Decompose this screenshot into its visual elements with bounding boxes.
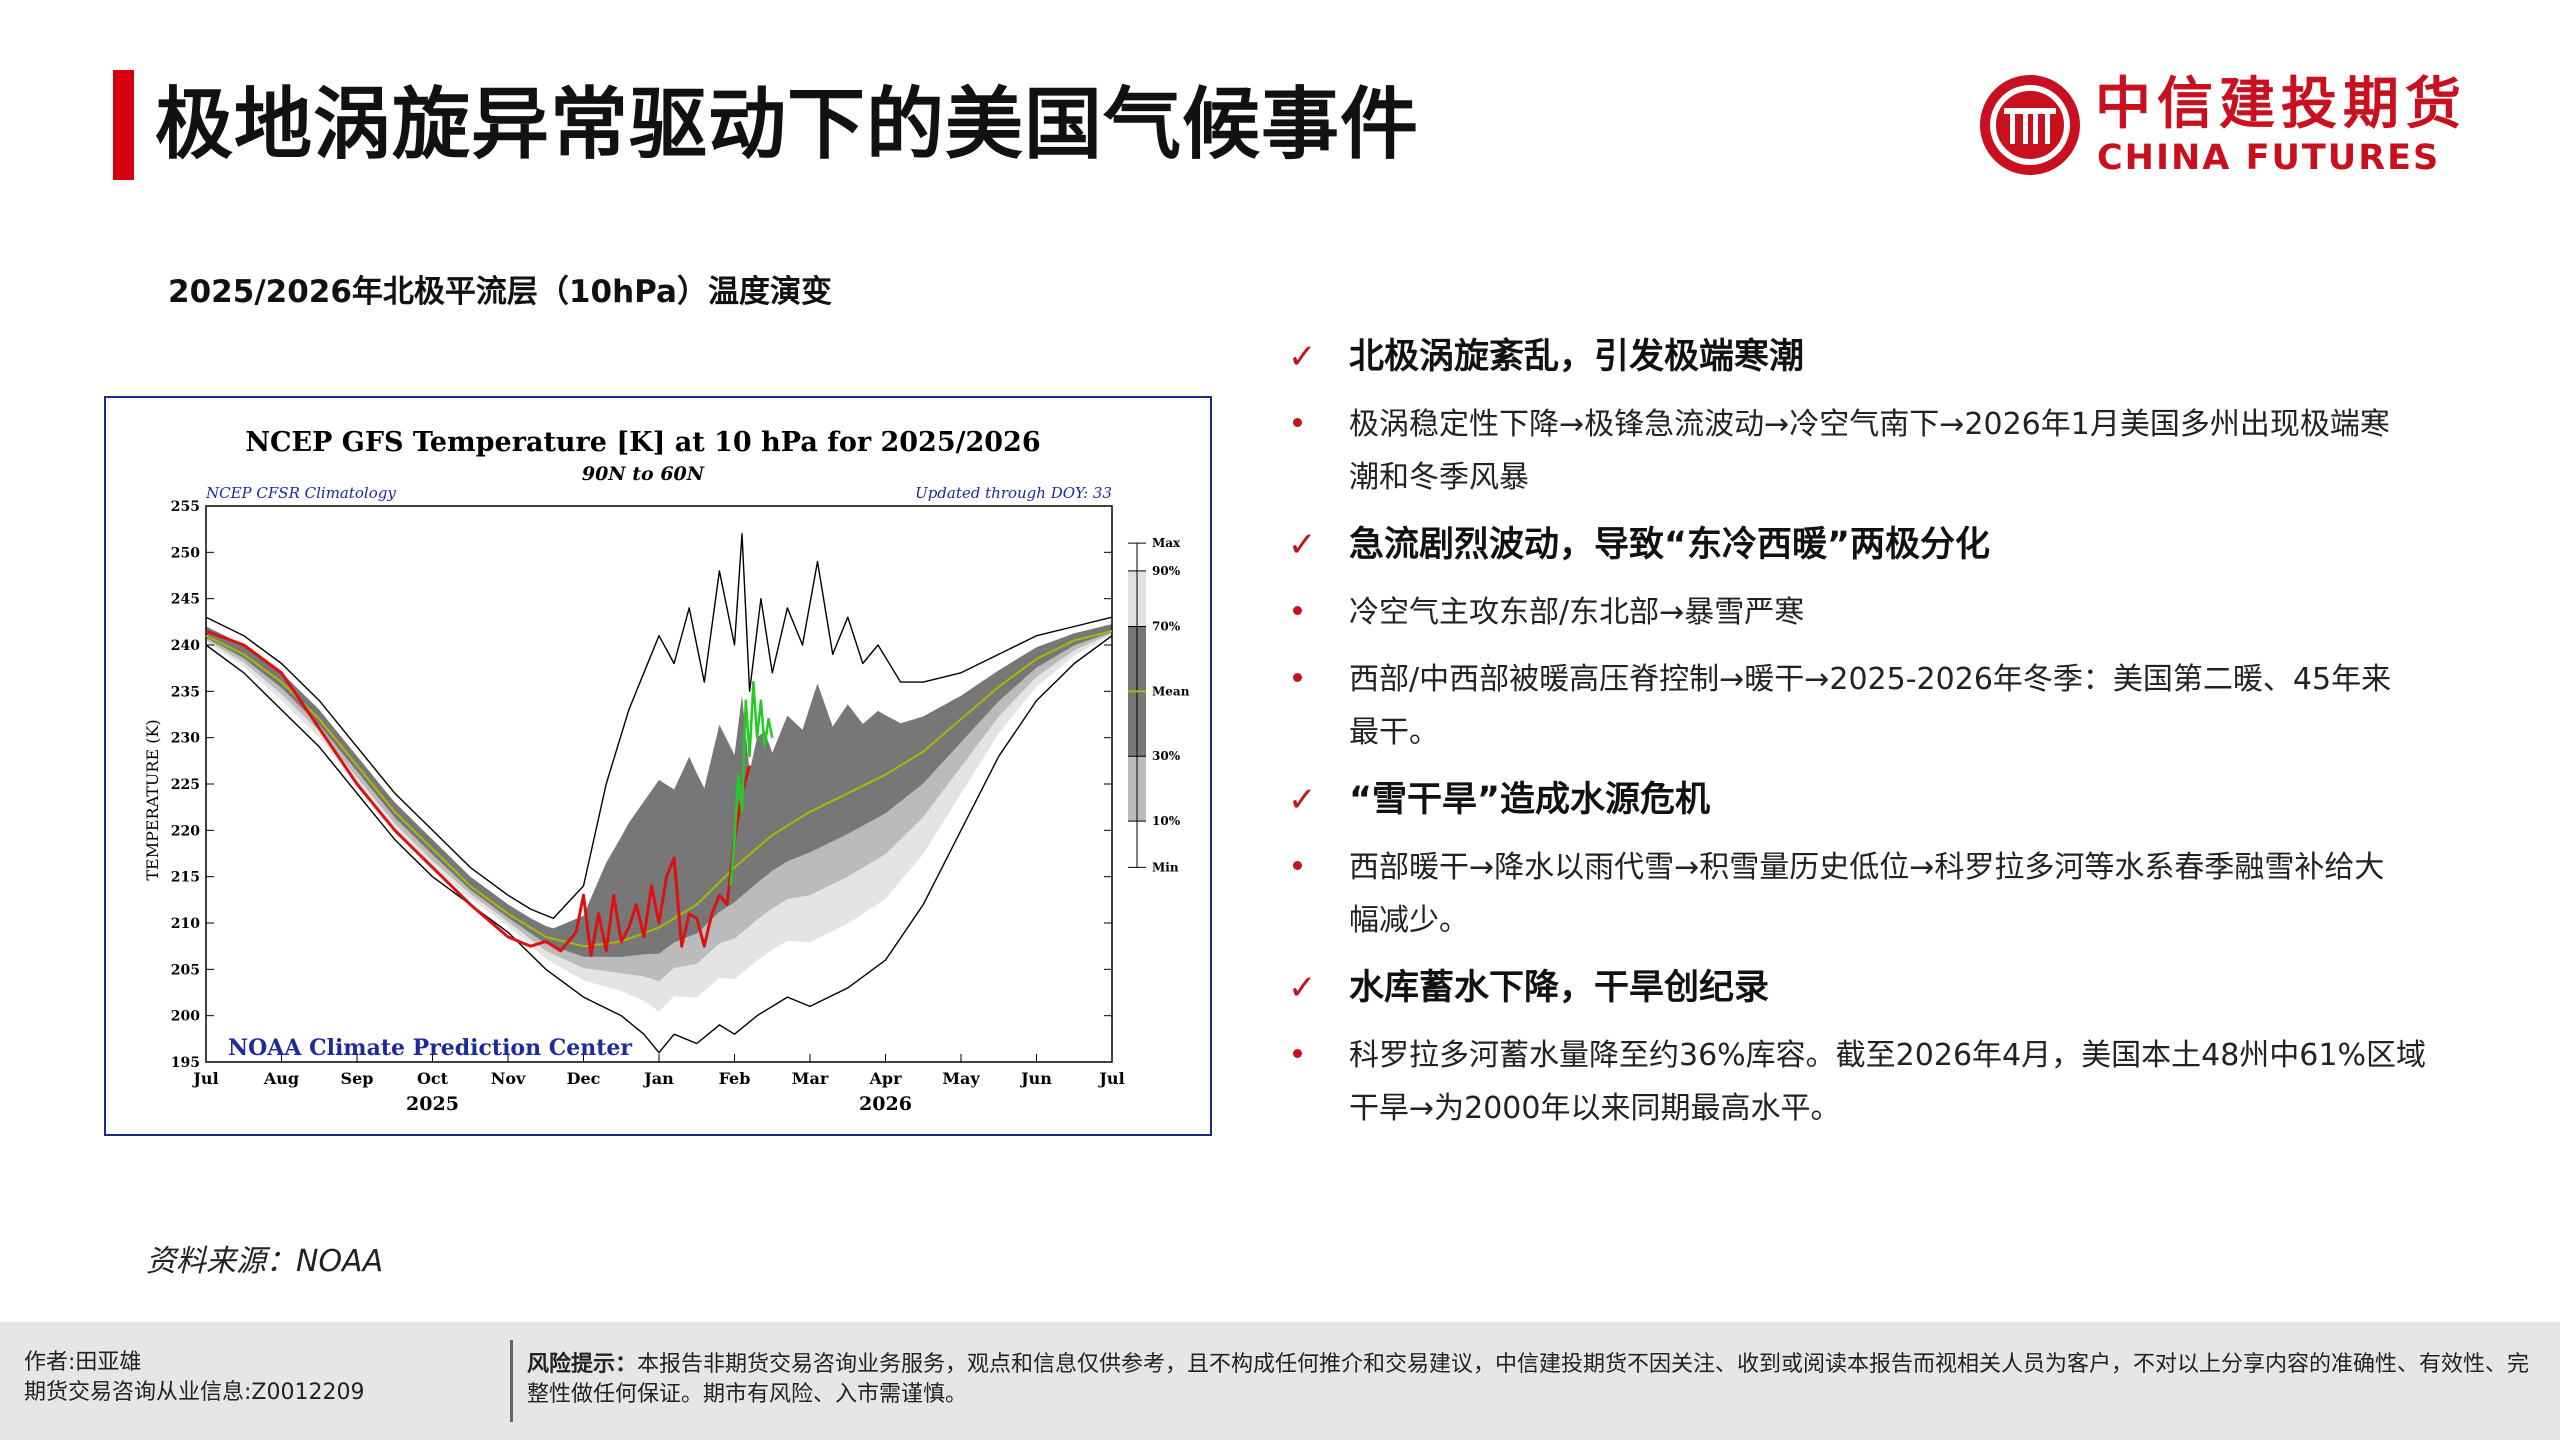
bullet-dot-icon [1293,606,1302,615]
chart-note-left: NCEP CFSR Climatology [205,484,396,502]
legend-label: 30% [1152,749,1181,763]
checkmark-icon: ✓ [1288,337,1317,377]
x-tick-label: Feb [719,1069,751,1088]
y-tick-label: 205 [171,962,200,978]
data-source: 资料来源：NOAA [146,1244,384,1279]
point-detail-line: 极涡稳定性下降→极锋急流波动→冷空气南下→2026年1月美国多州出现极端寒 [1349,407,2390,442]
chart-title: NCEP GFS Temperature [K] at 10 hPa for 2… [245,427,1040,458]
y-axis-label: TEMPERATURE (K) [143,719,162,880]
checkmark-icon: ✓ [1288,968,1317,1008]
point-detail-line: 西部暖干→降水以雨代雪→积雪量历史低位→科罗拉多河等水系春季融雪补给大 [1349,850,2385,885]
chart-credit: NOAA Climate Prediction Center [228,1035,632,1061]
author-name: 作者:田亚雄 [24,1350,142,1375]
bullet-dot-icon [1293,1049,1302,1058]
legend-label: Min [1152,860,1179,874]
point-heading: ✓ “雪干旱”造成水源危机 [1285,773,2490,827]
logo-chinese-text: 中信建投期货 [2095,72,2467,137]
point-detail: 冷空气主攻东部/东北部→暴雪严寒 [1285,586,2490,639]
x-tick-label: Sep [341,1069,374,1088]
y-tick-label: 225 [171,777,200,793]
x-year-label: 2025 [406,1093,459,1115]
percentile-band-2 [206,624,1112,957]
point-detail-line: 干旱→为2000年以来同期最高水平。 [1349,1091,1841,1126]
y-tick-label: 200 [171,1009,200,1025]
point-detail-line: 冷空气主攻东部/东北部→暴雪严寒 [1349,595,1805,630]
point-detail: 极涡稳定性下降→极锋急流波动→冷空气南下→2026年1月美国多州出现极端寒 潮和冬… [1285,398,2490,504]
x-tick-label: Jan [642,1069,674,1088]
point-detail-line: 科罗拉多河蓄水量降至约36%库容。截至2026年4月，美国本土48州中61%区域 [1349,1038,2426,1073]
logo-english-text: CHINA FUTURES [2097,138,2441,178]
series-line-max [205,533,1113,920]
y-tick-label: 220 [171,823,200,839]
footer-author-block: 作者:田亚雄 期货交易咨询从业信息:Z0012209 [24,1348,364,1408]
point-detail-line: 最干。 [1349,715,1439,750]
y-tick-label: 230 [171,731,200,747]
x-tick-label: May [942,1069,980,1088]
point-heading: ✓ 北极涡旋紊乱，引发极端寒潮 [1285,330,2490,384]
risk-text: 本报告非期货交易咨询业务服务，观点和信息仅供参考，且不构成任何推介和交易建议，中… [527,1352,2530,1407]
risk-label: 风险提示： [527,1352,638,1377]
page-title: 极地涡旋异常驱动下的美国气候事件 [155,80,1420,170]
license-info: 期货交易咨询从业信息:Z0012209 [24,1380,365,1405]
chart-subtitle: 90N to 60N [582,463,705,485]
bullet-dot-icon [1293,861,1302,870]
series-line-2025-2026 [205,629,752,957]
point-detail: 科罗拉多河蓄水量降至约36%库容。截至2026年4月，美国本土48州中61%区域… [1285,1029,2490,1135]
y-tick-label: 235 [171,684,200,700]
x-tick-label: Apr [868,1069,902,1088]
bullet-dot-icon [1293,673,1302,682]
key-points-list: ✓ 北极涡旋紊乱，引发极端寒潮极涡稳定性下降→极锋急流波动→冷空气南下→2026年… [1285,330,2490,1149]
point-detail-line: 西部/中西部被暖高压脊控制→暖干→2025-2026年冬季：美国第二暖、45年来 [1349,662,2392,697]
legend-label: Max [1152,536,1181,550]
x-tick-label: Dec [567,1069,601,1088]
point-detail: 西部/中西部被暖高压脊控制→暖干→2025-2026年冬季：美国第二暖、45年来… [1285,653,2490,759]
checkmark-icon: ✓ [1288,780,1317,820]
legend-label: Mean [1152,684,1190,698]
series-line-gfs-forecast [729,680,774,887]
x-tick-label: Mar [792,1069,829,1088]
point-heading-text: “雪干旱”造成水源危机 [1349,780,1711,820]
series-line-min [205,635,1113,1054]
x-tick-label: Jun [1019,1069,1052,1088]
point-heading: ✓ 水库蓄水下降，干旱创纪录 [1285,961,2490,1015]
title-accent-bar [113,70,134,180]
chart-caption: 2025/2026年北极平流层（10hPa）温度演变 [168,274,832,310]
point-heading-text: 水库蓄水下降，干旱创纪录 [1349,968,1770,1008]
y-tick-label: 210 [171,916,200,932]
chart-frame: NCEP GFS Temperature [K] at 10 hPa for 2… [104,396,1212,1136]
point-detail-line: 潮和冬季风暴 [1349,460,1529,495]
point-heading-text: 北极涡旋紊乱，引发极端寒潮 [1349,337,1805,377]
point-detail: 西部暖干→降水以雨代雪→积雪量历史低位→科罗拉多河等水系春季融雪补给大 幅减少。 [1285,841,2490,947]
risk-disclaimer: 风险提示：本报告非期货交易咨询业务服务，观点和信息仅供参考，且不构成任何推介和交… [527,1350,2537,1410]
x-tick-label: Jul [191,1069,218,1088]
y-tick-label: 250 [171,545,200,561]
y-tick-label: 195 [171,1055,200,1071]
x-tick-label: Aug [263,1069,299,1088]
chart-note-right: Updated through DOY: 33 [915,484,1112,502]
x-tick-label: Jul [1097,1069,1124,1088]
legend-label: 10% [1152,814,1181,828]
footer-divider [510,1340,513,1422]
y-tick-label: 245 [171,592,200,608]
x-tick-label: Nov [491,1069,526,1088]
company-logo: 中信建投期货 CHINA FUTURES [1975,70,2461,180]
y-tick-label: 240 [171,638,200,654]
x-tick-label: Oct [417,1069,449,1088]
series-line-mean [205,630,1113,948]
footer: 作者:田亚雄 期货交易咨询从业信息:Z0012209 风险提示：本报告非期货交易… [0,1322,2560,1440]
point-detail-line: 幅减少。 [1349,903,1469,938]
point-heading-text: 急流剧烈波动，导致“东冷西暖”两极分化 [1349,525,1991,565]
legend-label: 70% [1152,619,1181,633]
citic-emblem-icon [1980,75,2080,175]
y-tick-label: 215 [171,870,200,886]
x-year-label: 2026 [859,1093,912,1115]
point-heading: ✓ 急流剧烈波动，导致“东冷西暖”两极分化 [1285,518,2490,572]
bullet-dot-icon [1293,418,1302,427]
checkmark-icon: ✓ [1288,525,1317,565]
legend-label: 90% [1152,564,1181,578]
y-tick-label: 255 [171,499,200,515]
temperature-chart: NCEP GFS Temperature [K] at 10 hPa for 2… [143,427,1190,1115]
